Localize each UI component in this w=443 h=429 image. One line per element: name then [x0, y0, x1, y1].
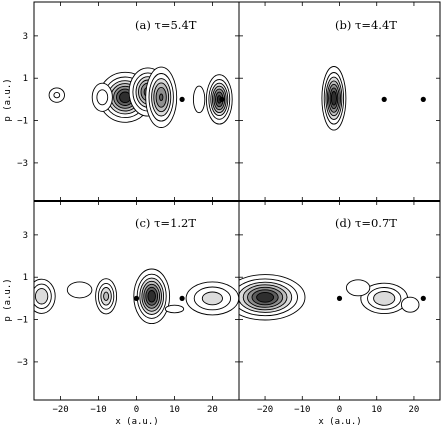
nucleus-dot-c-1	[179, 295, 185, 301]
x-tick-label: 20	[408, 405, 419, 415]
contour-d-blob3-level0	[400, 296, 420, 313]
contour-a-blob6-level1	[53, 91, 61, 99]
panel-d: (d) τ=0.7T	[239, 216, 426, 321]
x-tick-label: 20	[207, 405, 218, 415]
x-tick-label: 10	[169, 405, 180, 415]
panel-c-label: (c) τ=1.2T	[135, 216, 196, 230]
y-axis-title-top: p (a.u.)	[3, 78, 13, 121]
contour-c-blob4-level0	[66, 281, 93, 299]
contour-a-blob2-level5	[159, 93, 164, 102]
panel-a: (a) τ=5.4T	[48, 18, 233, 128]
contour-a-blob3-level1	[96, 89, 109, 106]
x-tick-label: −20	[257, 405, 273, 415]
panel-d-label: (d) τ=0.7T	[335, 216, 397, 230]
x-tick-label: −20	[52, 405, 68, 415]
x-tick-label: 10	[371, 405, 382, 415]
contour-d-blob0-level6	[256, 291, 275, 303]
nucleus-dot-d-0	[336, 295, 343, 301]
axis-ticks	[34, 2, 440, 400]
y-tick-label: 3	[23, 32, 28, 42]
nucleus-dot-a-0	[179, 96, 185, 102]
panel-b-label: (b) τ=4.4T	[335, 18, 397, 32]
y-tick-label: 1	[23, 74, 28, 84]
x-tick-label: −10	[294, 405, 310, 415]
y-tick-label: 1	[23, 273, 28, 283]
y-tick-label: −1	[17, 316, 28, 326]
y-axis-title-bottom: p (a.u.)	[3, 278, 13, 321]
nucleus-dot-d-1	[420, 295, 426, 301]
contour-c-blob2-level2	[34, 288, 49, 305]
contour-d-blob1-level2	[373, 291, 396, 306]
nucleus-dot-a-1	[219, 96, 225, 102]
x-tick-label: 0	[337, 405, 342, 415]
contour-d-blob2-level0	[345, 279, 371, 297]
x-tick-label: −10	[90, 405, 106, 415]
y-tick-label: −1	[17, 117, 28, 127]
nucleus-dot-b-0	[381, 96, 387, 102]
axis-tick-labels: −3 −1 1 3 −3 −1 1 3 −20 −10 0 10 20 −20 −10 0 10 20	[17, 32, 419, 415]
y-tick-label: 3	[23, 231, 28, 241]
panel-c: (c) τ=1.2T	[34, 216, 239, 325]
contour-c-blob3-level2	[201, 291, 223, 306]
contour-c-blob1-level3	[103, 291, 110, 301]
panel-b: (b) τ=4.4T	[321, 18, 426, 131]
x-axis-title-right: x (a.u.)	[318, 417, 361, 427]
nucleus-dot-c-0	[133, 295, 140, 301]
contour-c-blob0-level6	[147, 290, 156, 303]
contour-b-blob0-level6	[330, 91, 337, 106]
contour-a-blob5-level0	[192, 85, 206, 114]
nucleus-dot-b-1	[420, 96, 426, 102]
x-axis-title-left: x (a.u.)	[115, 417, 158, 427]
y-tick-label: −3	[17, 159, 28, 169]
x-tick-label: 0	[134, 405, 139, 415]
y-tick-label: −3	[17, 358, 28, 368]
contour-c-blob5-level0	[164, 304, 185, 314]
panel-a-label: (a) τ=5.4T	[135, 18, 197, 32]
